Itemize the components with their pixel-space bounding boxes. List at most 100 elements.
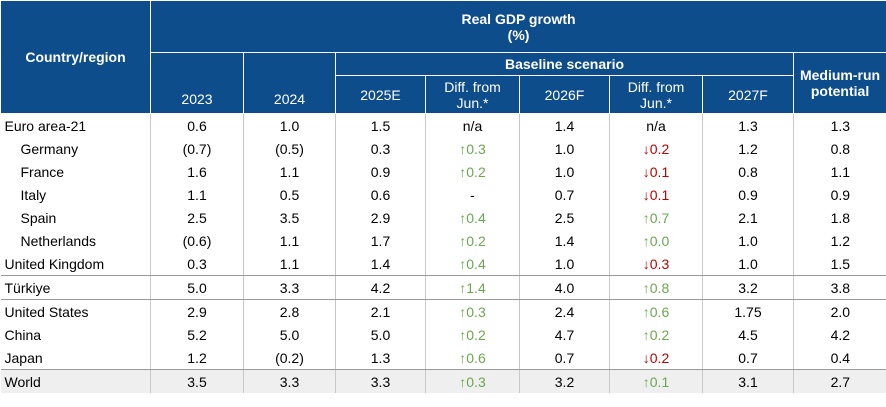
value-cell: 3.3 [243,369,336,393]
value-cell: 5.0 [243,323,336,346]
value-cell: (0.7) [150,137,244,160]
value-cell: 1.5 [792,252,886,276]
value-cell: 0.5 [243,183,336,206]
value-cell: 4.0 [519,275,610,300]
diff-cell: ↑0.2 [425,229,520,252]
header-title: Real GDP growth [461,10,576,27]
value-cell: (0.6) [150,229,244,252]
value-cell: 0.7 [519,346,610,370]
value-cell: 3.1 [702,369,794,393]
row-label: United Kingdom [0,252,151,276]
row-label: Germany [20,140,79,157]
value-cell: 1.0 [702,252,794,276]
value-cell: 2.0 [792,299,886,323]
value-cell: 1.4 [519,113,610,137]
row-label: Türkiye [0,275,151,300]
header-left: Country/region [0,0,151,114]
row-label: France [20,163,65,180]
diff-cell: ↑0.3 [425,137,520,160]
table-row: United States 2.9 2.8 2.1 ↑0.3 2.4 ↑0.6 1.75 2.0 [1,299,886,323]
value-cell: 4.2 [792,323,886,346]
column-header: 2023 [150,52,244,114]
diff-cell: ↑0.3 [425,369,520,393]
value-cell: 0.3 [150,252,244,276]
value-cell: 2.9 [150,299,244,323]
header-baseline: Baseline scenario [335,52,794,76]
diff-cell: ↑0.2 [609,323,703,346]
value-cell: 1.3 [702,113,794,137]
header-medium: Medium-run potential [792,52,886,114]
value-cell: 4.2 [335,275,426,300]
value-cell: 1.6 [150,160,244,183]
value-cell: 2.1 [702,206,794,229]
value-cell: 1.2 [792,229,886,252]
table-row: Italy 1.1 0.5 0.6-0.7 ↓0.1 0.9 0.9 [1,183,886,206]
row-label: World [0,369,151,393]
value-cell: 0.9 [702,183,794,206]
diff-cell: ↑1.4 [425,275,520,300]
value-cell: 0.8 [792,137,886,160]
table-row: Türkiye 5.0 3.3 4.2 ↑1.4 4.0 ↑0.8 3.2 3.8 [0,275,886,300]
value-cell: 4.7 [519,323,610,346]
value-cell: 0.6 [150,113,244,137]
value-cell: 1.0 [519,160,610,183]
row-label: Japan [0,346,151,370]
value-cell: n/a [425,113,520,137]
value-cell: 3.5 [150,369,244,393]
value-cell: 1.4 [519,229,610,252]
diff-cell: ↓0.3 [609,252,703,276]
value-cell: 0.9 [792,183,886,206]
value-cell: 2.8 [243,299,336,323]
value-cell: 0.8 [702,160,794,183]
table-row: Netherlands (0.6) 1.1 1.7 ↑0.2 1.4 ↑0.0 1.0 1.2 [1,229,886,252]
value-cell: 3.5 [243,206,336,229]
value-cell: 0.4 [792,346,886,370]
value-cell: 2.9 [335,206,426,229]
value-cell: 3.8 [792,275,886,300]
table-row: Japan 1.2 (0.2) 1.3 ↑0.6 0.7 ↓0.2 0.7 0.4 [0,346,886,370]
row-label: United States [4,303,89,320]
value-cell: 2.7 [792,369,886,393]
value-cell: 1.8 [792,206,886,229]
value-cell: 3.3 [243,275,336,300]
value-cell: 0.7 [702,346,794,370]
diff-cell: ↑0.0 [609,229,703,252]
value-cell: 2.1 [335,299,426,323]
column-header: Diff. from Jun.* [609,75,703,114]
gdp-table: Country/region Real GDP growth (%) 2023 2… [0,0,886,393]
diff-cell: ↑0.1 [609,369,703,393]
diff-cell: ↑0.6 [609,299,703,323]
diff-cell: ↑0.4 [425,252,520,276]
table-body: Euro area-21 0.6 1.0 1.5 n/a 1.4 n/a 1.3 1.3 Germ… [0,113,886,393]
diff-cell: ↓0.2 [609,346,703,370]
table-row: World 3.5 3.3 3.3 ↑0.3 3.2 ↑0.1 3.1 2.7 [0,369,886,393]
header-title-cell: Real GDP growth (%) [149,0,886,53]
table-row: Euro area-21 0.6 1.0 1.5 n/a 1.4 n/a 1.3 1.3 [0,113,886,137]
diff-cell: ↓0.1 [609,160,703,183]
value-cell: 0.3 [335,137,426,160]
value-cell: (0.2) [243,346,336,370]
column-header: Diff. from Jun.* [425,75,520,114]
row-label: Italy [20,186,47,203]
value-cell: n/a [609,113,703,137]
value-cell: 1.1 [150,183,244,206]
diff-cell: ↑0.8 [609,275,703,300]
value-cell: 1.1 [243,160,336,183]
row-label: Spain [20,209,57,226]
value-cell: 3.2 [702,275,794,300]
value-cell: 1.7 [335,229,426,252]
value-cell: 1.1 [243,229,336,252]
diff-cell: ↓0.1 [609,183,703,206]
table-row: France 1.6 1.1 0.9 ↑0.2 1.0 ↓0.1 0.8 1.1 [1,160,886,183]
table-row: Germany (0.7) (0.5) 0.3 ↑0.3 1.0 ↓0.2 1.2 0.8 [1,137,886,160]
table-row: China 5.2 5.0 5.0 ↑0.2 4.7 ↑0.2 4.5 4.2 [1,323,886,346]
column-header: 2024 [243,52,336,114]
diff-cell: ↓0.2 [609,137,703,160]
value-cell: 0.6 [335,183,426,206]
value-cell: 1.1 [792,160,886,183]
value-cell: 1.0 [243,113,336,137]
row-label: Euro area-21 [0,113,151,137]
value-cell: 2.5 [519,206,610,229]
table-row: United Kingdom 0.3 1.1 1.4 ↑0.4 1.0 ↓0.3 1.0 1.5 [0,252,886,276]
